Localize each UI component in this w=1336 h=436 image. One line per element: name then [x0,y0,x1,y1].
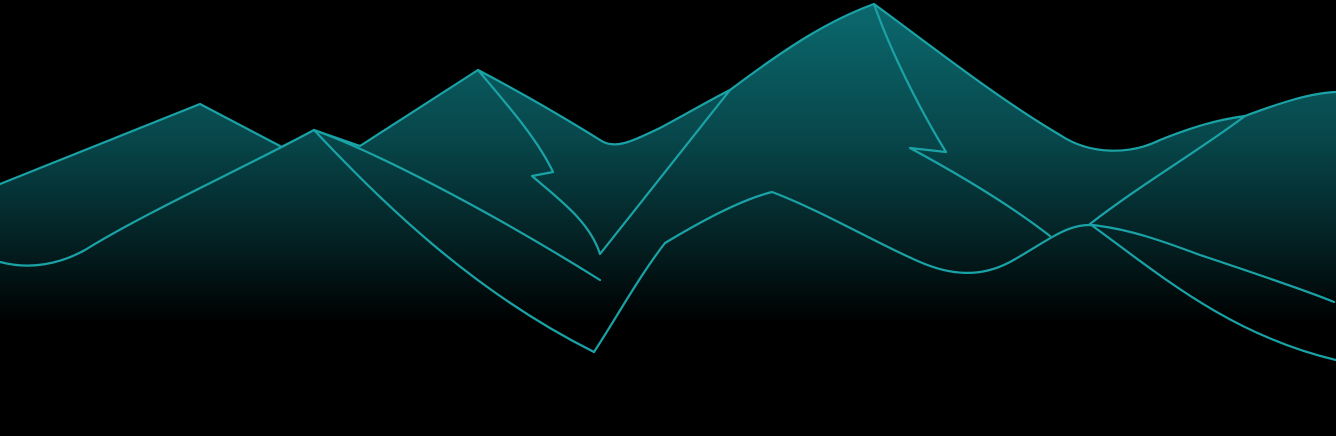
ridge-top-left [0,102,282,186]
ridge-crevice-left [476,68,732,256]
ridge-front-left-lower [312,128,596,354]
ridge-lower-middle [592,190,1336,354]
ridge-front-left [0,128,602,282]
mountain-silhouette [0,4,1336,436]
ridge-right-foothill [1088,114,1336,362]
ridge-crevice-right [872,2,1052,238]
